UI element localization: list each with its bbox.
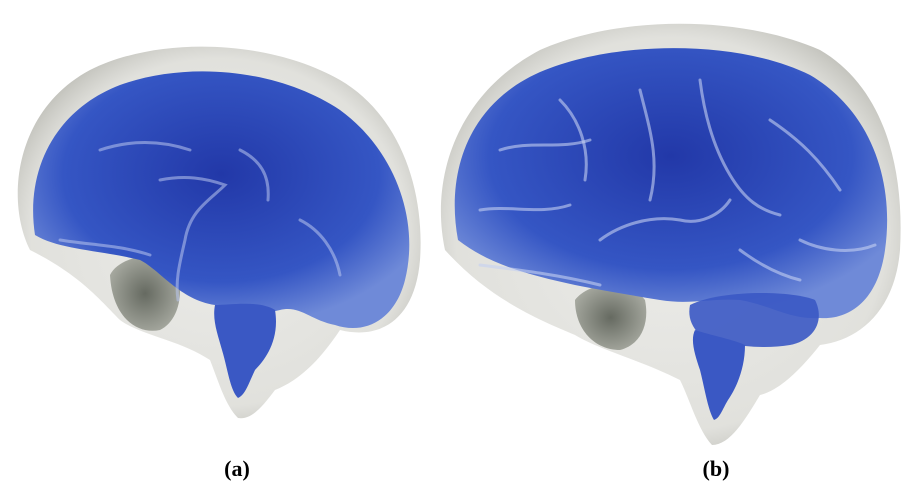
panel-label: (b) bbox=[703, 456, 730, 481]
panel-label: (a) bbox=[224, 456, 250, 481]
brain-a bbox=[18, 47, 421, 419]
brain-b bbox=[441, 24, 901, 445]
figure: (a) (b) bbox=[0, 0, 904, 486]
page: (a) (b) (() => { const data = JSON.parse… bbox=[0, 0, 904, 486]
